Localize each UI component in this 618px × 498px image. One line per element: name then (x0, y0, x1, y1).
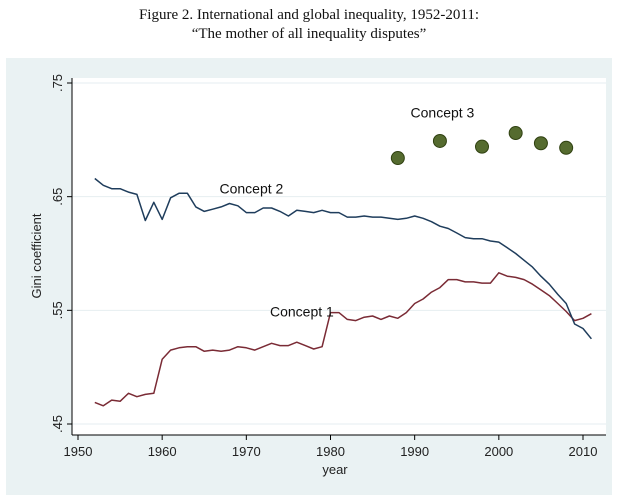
axis-ticks: .45 .55 .65 .75 1950 1960 1970 1980 1990 2000 2010 (50, 74, 597, 459)
x-tick-label: 2000 (484, 444, 513, 459)
scatter-point-concept-3 (533, 136, 548, 151)
grid-lines (72, 82, 606, 425)
y-tick-label: .65 (50, 188, 65, 206)
chart-subtitle: “The mother of all inequality disputes” (191, 26, 427, 42)
chart-title-block: Figure 2. International and global inequ… (0, 6, 618, 44)
plot-area (72, 78, 606, 435)
y-tick-label: .45 (50, 415, 65, 433)
scatter-point-concept-3 (390, 151, 405, 166)
annotation-label: Concept 3 (411, 105, 475, 121)
x-tick-label: 1980 (316, 444, 345, 459)
annotation-label: Concept 2 (219, 181, 283, 197)
x-tick-label: 1960 (148, 444, 177, 459)
series-line-concept-2 (94, 177, 592, 340)
series-line-concept-1 (94, 272, 592, 407)
y-tick-label: .55 (50, 301, 65, 319)
annotations: Concept 1 Concept 2 Concept 3 (219, 105, 474, 320)
x-tick-label: 1950 (64, 444, 93, 459)
x-tick-label: 2010 (569, 444, 598, 459)
chart-title: Figure 2. International and global inequ… (138, 7, 480, 23)
y-tick-label: .75 (50, 74, 65, 92)
x-tick-label: 1970 (232, 444, 261, 459)
scatter-point-concept-3 (475, 139, 489, 154)
annotation-label: Concept 1 (270, 303, 334, 319)
y-axis-title: Gini coefficient (29, 213, 44, 298)
scatter-point-concept-3 (559, 140, 574, 155)
x-tick-label: 1990 (400, 444, 429, 459)
scatter-point-concept-3 (432, 133, 447, 148)
x-axis-title: year (322, 462, 348, 477)
scatter-point-concept-3 (508, 126, 523, 141)
data-series (94, 126, 592, 407)
